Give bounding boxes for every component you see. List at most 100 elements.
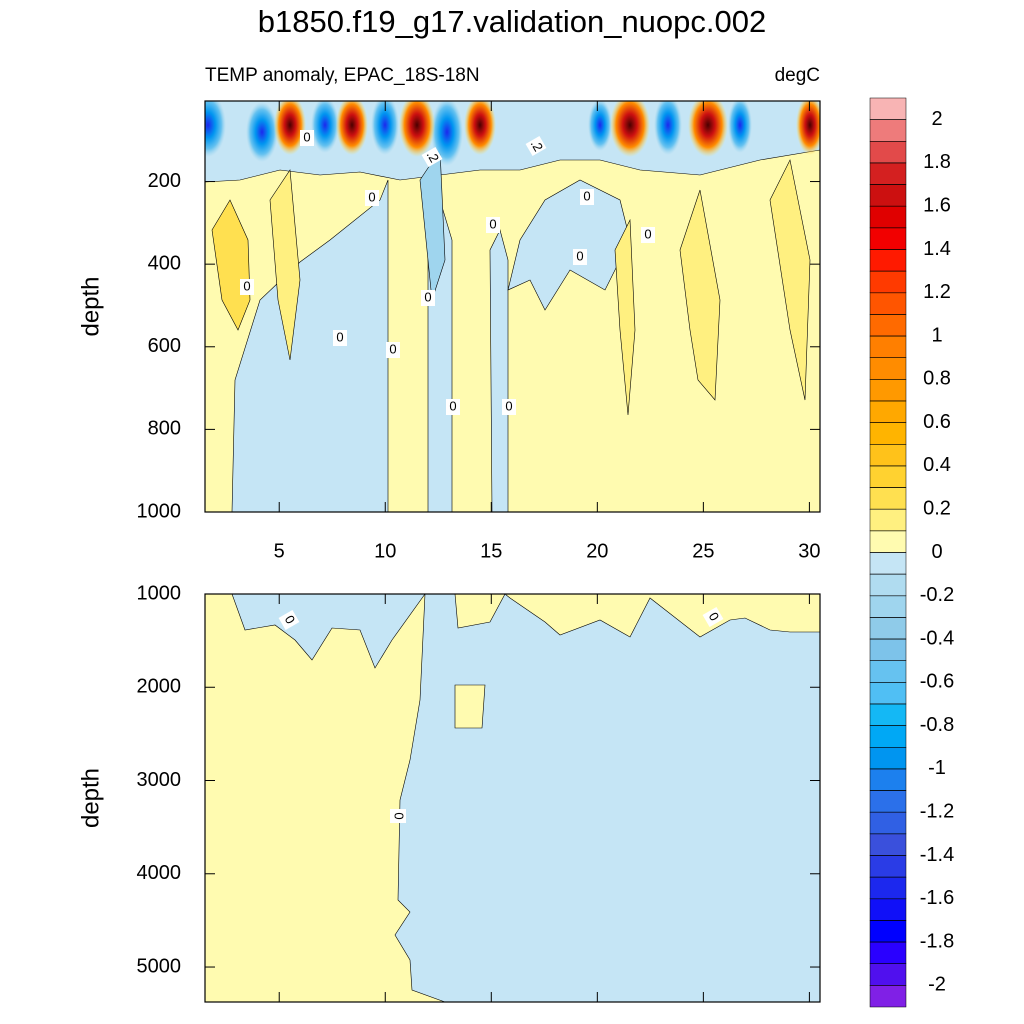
contour-label: 0	[644, 226, 651, 241]
colorbar-label: 1.8	[923, 151, 951, 173]
colorbar-box	[869, 595, 907, 618]
colorbar-box	[869, 357, 907, 380]
colorbar-box	[869, 530, 907, 553]
colorbar-box	[869, 444, 907, 467]
colorbar-label: 1	[931, 324, 942, 346]
contour-label: 0	[505, 398, 512, 413]
contour-label-bg	[446, 399, 460, 415]
colorbar-box	[869, 920, 907, 943]
colorbar-box	[869, 465, 907, 488]
y-tick-label: 800	[148, 418, 181, 440]
colorbar-box	[869, 162, 907, 185]
colorbar-box	[869, 617, 907, 640]
colorbar-label: 1.2	[923, 281, 951, 303]
colorbar-box	[869, 660, 907, 683]
colorbar-box	[869, 963, 907, 986]
y-tick-label: 600	[148, 335, 181, 357]
colorbar-label: -1.8	[920, 930, 954, 952]
x-tick-label: 20	[586, 540, 608, 562]
colorbar-box	[869, 184, 907, 207]
colorbar-box	[869, 379, 907, 402]
panel-frame	[204, 593, 821, 1003]
colorbar-box	[869, 876, 907, 900]
colorbar-box	[869, 833, 907, 856]
colorbar-box	[869, 573, 907, 597]
contour-label: 0	[449, 398, 456, 413]
contour-label-bg	[421, 290, 435, 306]
contour-label-bg	[278, 609, 300, 631]
contour-label-bg	[502, 399, 516, 415]
colorbar-box	[869, 270, 907, 294]
contour-label-bg	[486, 217, 500, 233]
colorbar-label: 1.4	[923, 238, 951, 260]
colorbar-label: -2	[928, 974, 946, 996]
contour-label: 0	[489, 216, 496, 231]
colorbar-box	[869, 855, 907, 878]
contour-label-bg	[365, 190, 379, 206]
y-tick-label: 1000	[137, 582, 182, 604]
colorbar-box	[869, 552, 907, 575]
colorbar-label: -0.2	[920, 584, 954, 606]
y-axis-label: depth	[77, 768, 104, 828]
colorbar-box	[869, 422, 907, 445]
colorbar-label: -0.6	[920, 671, 954, 693]
contour-label-bg	[300, 130, 314, 146]
contour-label-bg	[333, 330, 347, 346]
y-axis-label: depth	[77, 276, 104, 336]
colorbar-label: -1	[928, 757, 946, 779]
contour-label: 0	[303, 129, 310, 144]
x-tick-label: 15	[480, 540, 502, 562]
y-tick-label: 4000	[137, 862, 182, 884]
contour-label-bg	[573, 249, 587, 265]
colorbar-label: -1.2	[920, 800, 954, 822]
colorbar-label: -1.6	[920, 887, 954, 909]
contour-label-bg	[525, 135, 547, 157]
colorbar-box	[869, 141, 907, 164]
colorbar-box	[869, 768, 907, 791]
colorbar-box	[869, 119, 907, 142]
colorbar-box	[869, 335, 907, 358]
contour-label: 0	[389, 341, 396, 356]
y-tick-label: 400	[148, 252, 181, 274]
x-tick-label: 5	[274, 540, 285, 562]
contour-label: 0	[368, 189, 375, 204]
contour-label: 0	[243, 278, 250, 293]
colorbar-label: 0.8	[923, 368, 951, 390]
colorbar-box	[869, 790, 907, 813]
colorbar-box	[869, 227, 907, 250]
x-tick-label: 25	[692, 540, 714, 562]
colorbar-box	[869, 811, 907, 835]
y-tick-label: 1000	[137, 500, 182, 522]
colorbar-label: -1.4	[920, 844, 954, 866]
y-tick-label: 2000	[137, 676, 182, 698]
colorbar-box	[869, 97, 907, 120]
colorbar-label: 1.6	[923, 194, 951, 216]
contour-label-bg	[580, 189, 594, 205]
colorbar-label: 0	[931, 541, 942, 563]
panel-frame	[204, 100, 821, 513]
colorbar-label: -0.4	[920, 627, 954, 649]
colorbar-box	[869, 941, 907, 964]
colorbar-box	[869, 249, 907, 272]
contour-label-bg	[702, 606, 724, 628]
chart-title: b1850.f19_g17.validation_nuopc.002	[258, 4, 767, 39]
contour-field-top	[205, 101, 820, 512]
contour-label-bg	[240, 279, 254, 295]
contour-label: 0	[576, 248, 583, 263]
y-tick-label: 3000	[137, 769, 182, 791]
colorbar-box	[869, 508, 907, 532]
contour-label: 0	[336, 329, 343, 344]
colorbar-label: 0.4	[923, 454, 951, 476]
colorbar-box	[869, 725, 907, 748]
contour-label: 0	[424, 289, 431, 304]
y-tick-label: 5000	[137, 955, 182, 977]
colorbar-label: 0.2	[923, 497, 951, 519]
contour-label-bg	[390, 809, 406, 823]
colorbar-label: -0.8	[920, 714, 954, 736]
colorbar-box	[869, 682, 907, 705]
colorbar-box	[869, 898, 907, 921]
colorbar-box	[869, 292, 907, 315]
colorbar-box	[869, 985, 907, 1008]
contour-label-bg	[421, 146, 443, 168]
